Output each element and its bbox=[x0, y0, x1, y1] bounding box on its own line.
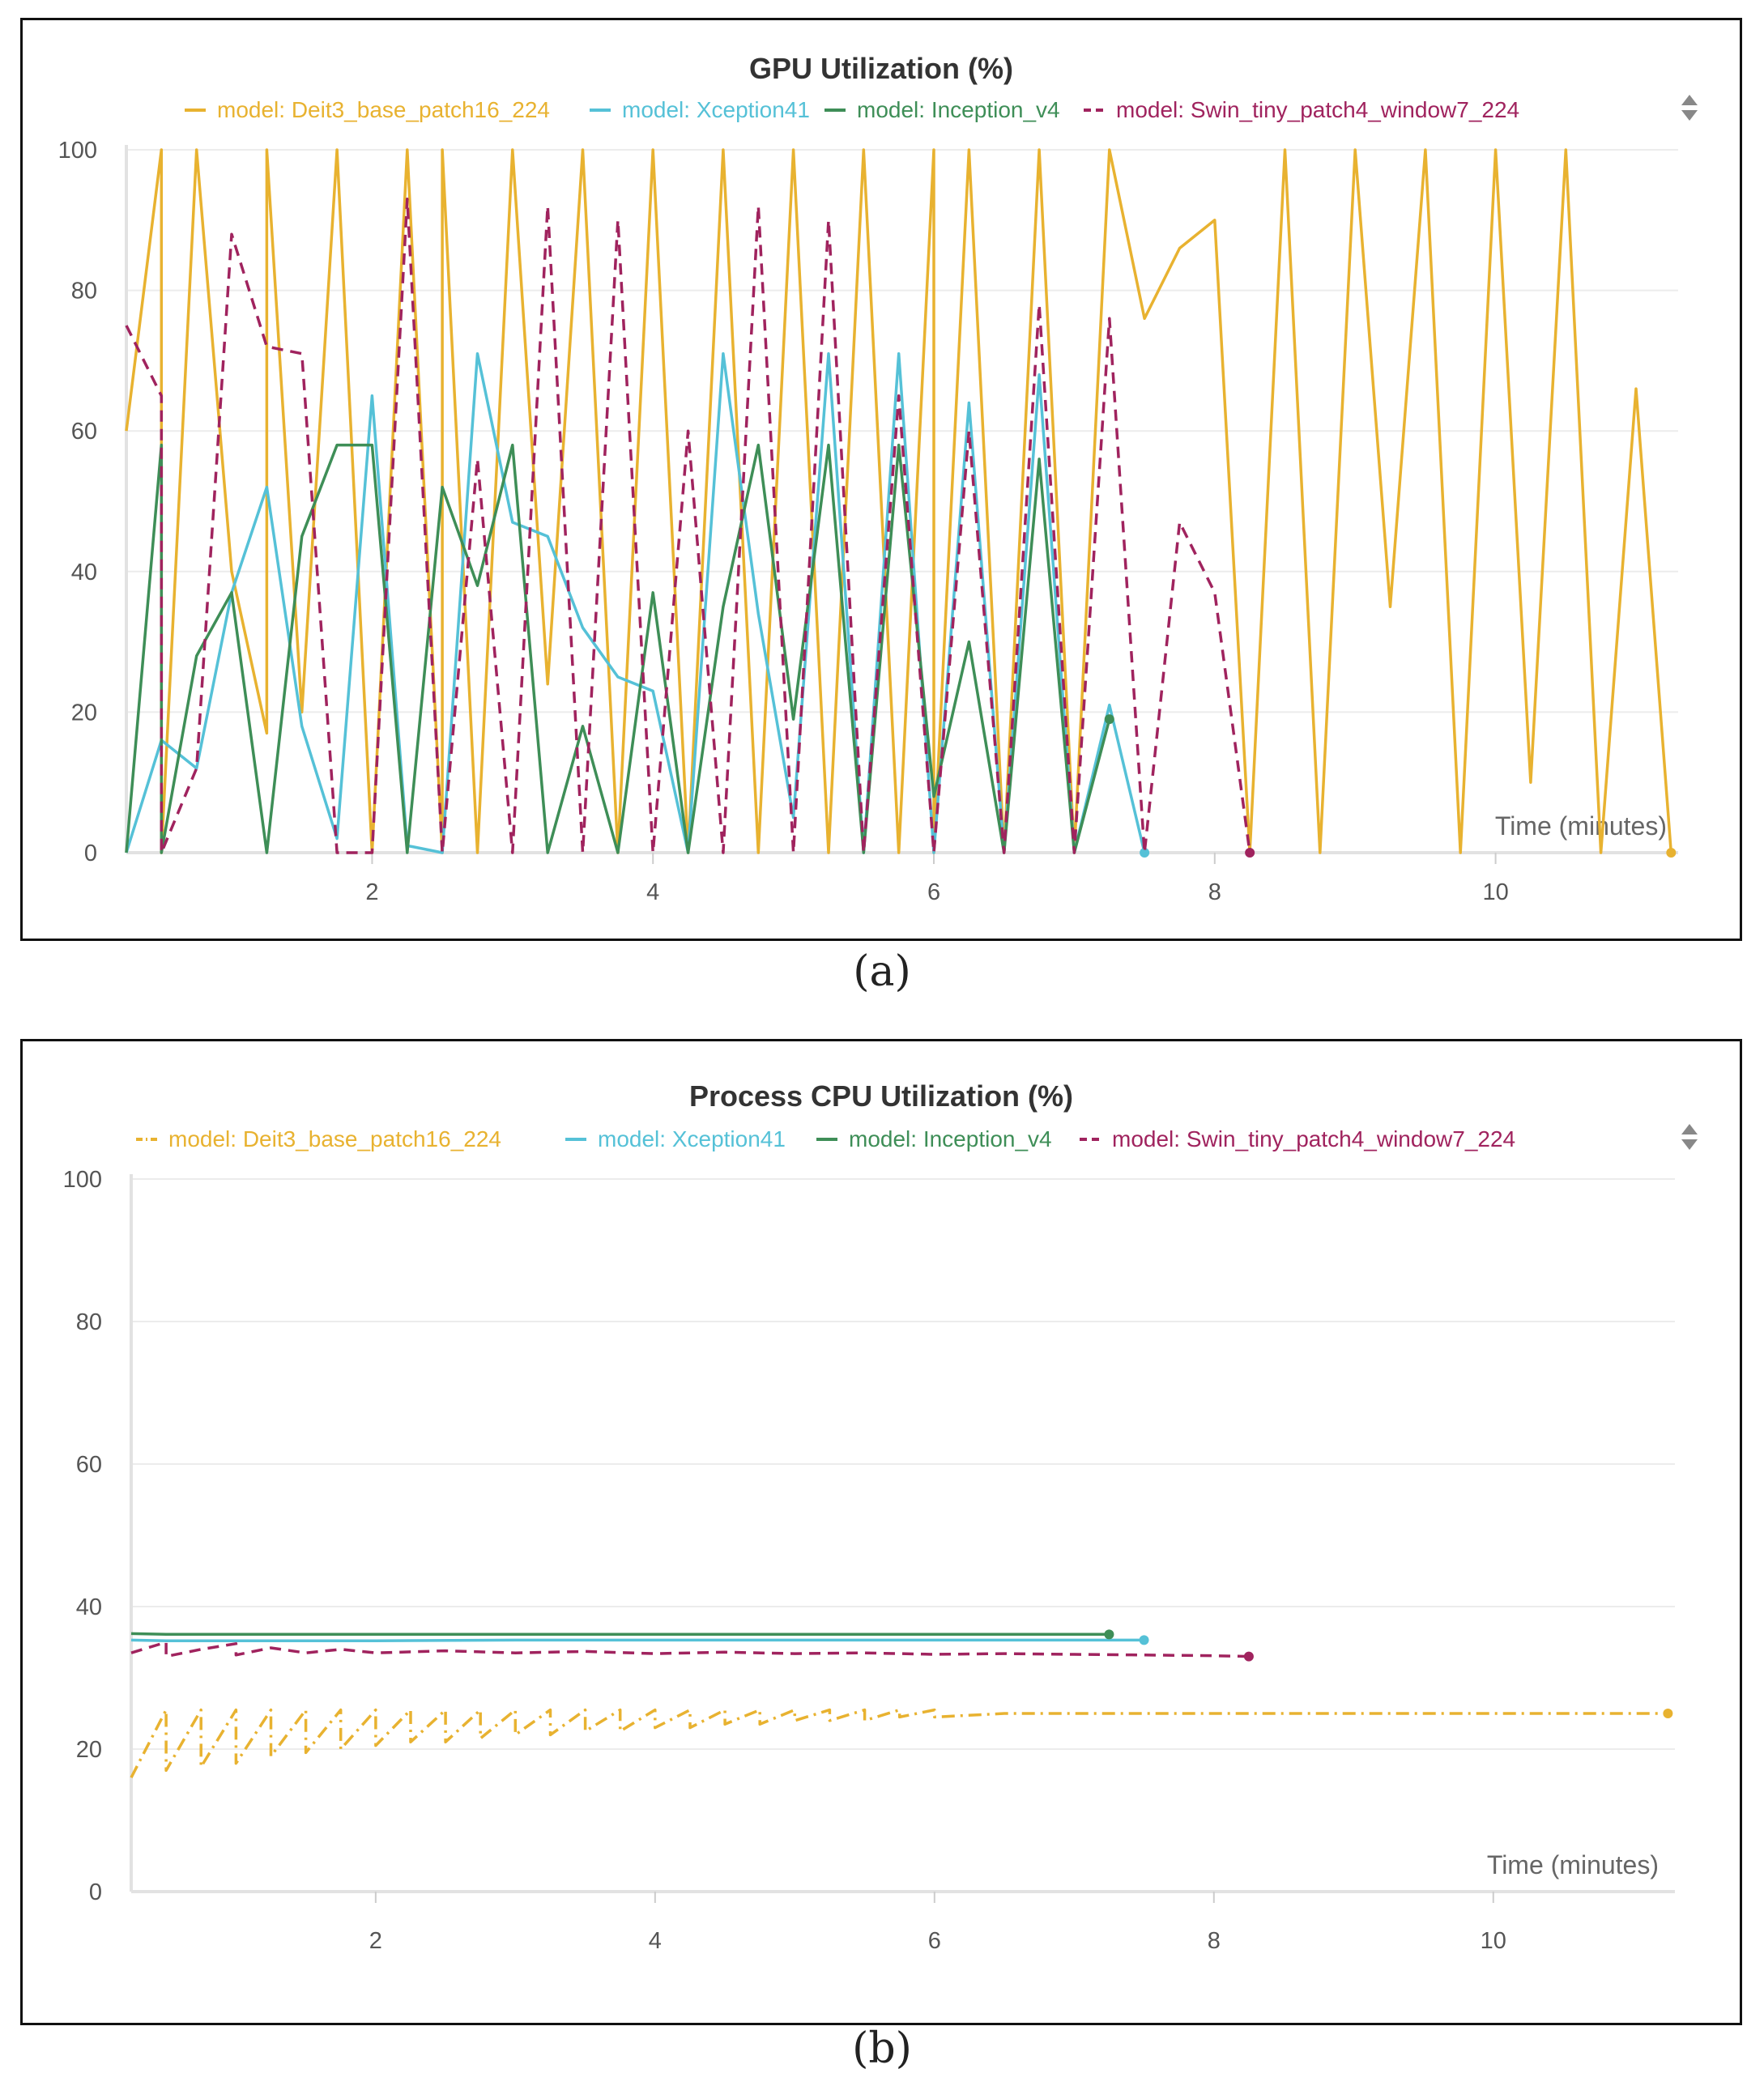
y-tick-label: 40 bbox=[71, 560, 97, 585]
legend-entry[interactable]: model: Inception_v4 bbox=[849, 1126, 1052, 1151]
series-line[interactable] bbox=[130, 1638, 1144, 1642]
legend-entry[interactable]: model: Inception_v4 bbox=[857, 97, 1060, 122]
sort-up-arrow-icon bbox=[1681, 95, 1698, 105]
series-line[interactable] bbox=[125, 351, 1146, 854]
series-3 bbox=[130, 1629, 1114, 1640]
x-tick-label: 6 bbox=[927, 879, 940, 905]
y-tick-label: 60 bbox=[71, 419, 97, 445]
chart-title: GPU Utilization (%) bbox=[749, 52, 1013, 85]
series-4 bbox=[130, 1641, 1254, 1662]
x-tick-label: 4 bbox=[646, 879, 659, 905]
y-tick-label: 20 bbox=[76, 1737, 102, 1763]
gpu-utilization-chart: GPU Utilization (%) model: Deit3_base_pat… bbox=[58, 52, 1698, 905]
y-tick-label: 100 bbox=[58, 138, 97, 164]
series-end-point bbox=[1139, 1635, 1149, 1645]
gpu-utilization-panel: GPU Utilization (%) model: Deit3_base_pat… bbox=[20, 18, 1742, 941]
x-tick-label: 8 bbox=[1208, 879, 1221, 905]
sort-up-arrow-icon bbox=[1681, 1124, 1698, 1134]
series-1 bbox=[130, 1708, 1673, 1779]
series-end-point bbox=[1663, 1709, 1673, 1718]
x-tick-label: 10 bbox=[1482, 879, 1508, 905]
legend-entry[interactable]: model: Xception41 bbox=[622, 97, 810, 122]
series-2 bbox=[125, 351, 1150, 858]
sort-updown-icon[interactable] bbox=[1681, 95, 1698, 121]
series-end-point bbox=[1104, 1629, 1114, 1640]
series-end-point bbox=[1140, 848, 1150, 858]
sort-down-arrow-icon bbox=[1681, 110, 1698, 121]
legend-entry[interactable]: model: Deit3_base_patch16_224 bbox=[168, 1126, 501, 1151]
series-line[interactable] bbox=[130, 1632, 1110, 1637]
y-tick-label: 0 bbox=[84, 841, 97, 866]
cpu-utilization-chart: Process CPU Utilization (%) model: Deit3_… bbox=[63, 1079, 1698, 1954]
series-line[interactable] bbox=[125, 198, 1251, 854]
legend-entry[interactable]: model: Deit3_base_patch16_224 bbox=[217, 97, 550, 122]
y-tick-label: 80 bbox=[76, 1309, 102, 1335]
series-2 bbox=[130, 1635, 1149, 1645]
series-end-point bbox=[1666, 848, 1677, 858]
chart-title: Process CPU Utilization (%) bbox=[689, 1079, 1073, 1113]
y-tick-label: 20 bbox=[71, 700, 97, 726]
legend-entry[interactable]: model: Swin_tiny_patch4_window7_224 bbox=[1116, 97, 1519, 122]
y-tick-label: 40 bbox=[76, 1594, 102, 1620]
sort-updown-icon[interactable] bbox=[1681, 1124, 1698, 1150]
x-axis-title: Time (minutes) bbox=[1495, 811, 1667, 841]
series-line[interactable] bbox=[125, 148, 1673, 854]
x-axis-title: Time (minutes) bbox=[1487, 1850, 1659, 1879]
series-end-point bbox=[1104, 714, 1114, 725]
legend-entry[interactable]: model: Xception41 bbox=[598, 1126, 786, 1151]
y-tick-label: 80 bbox=[71, 279, 97, 304]
caption-b: (b) bbox=[852, 2024, 912, 2073]
cpu-utilization-panel: Process CPU Utilization (%) model: Deit3_… bbox=[20, 1039, 1742, 2025]
x-tick-label: 10 bbox=[1481, 1928, 1506, 1954]
series-line[interactable] bbox=[130, 1641, 1249, 1658]
caption-a: (a) bbox=[853, 947, 911, 996]
legend-entry[interactable]: model: Swin_tiny_patch4_window7_224 bbox=[1112, 1126, 1515, 1151]
y-tick-label: 100 bbox=[63, 1167, 102, 1193]
x-tick-label: 8 bbox=[1208, 1928, 1221, 1954]
series-1 bbox=[125, 148, 1677, 858]
y-tick-label: 0 bbox=[89, 1879, 102, 1905]
sort-down-arrow-icon bbox=[1681, 1139, 1698, 1150]
y-tick-label: 60 bbox=[76, 1452, 102, 1478]
series-end-point bbox=[1245, 848, 1255, 858]
series-end-point bbox=[1243, 1651, 1254, 1662]
series-4 bbox=[125, 198, 1255, 858]
x-tick-label: 2 bbox=[369, 1928, 382, 1954]
x-tick-label: 4 bbox=[649, 1928, 662, 1954]
x-tick-label: 6 bbox=[928, 1928, 941, 1954]
series-line[interactable] bbox=[130, 1708, 1668, 1779]
x-tick-label: 2 bbox=[365, 879, 378, 905]
